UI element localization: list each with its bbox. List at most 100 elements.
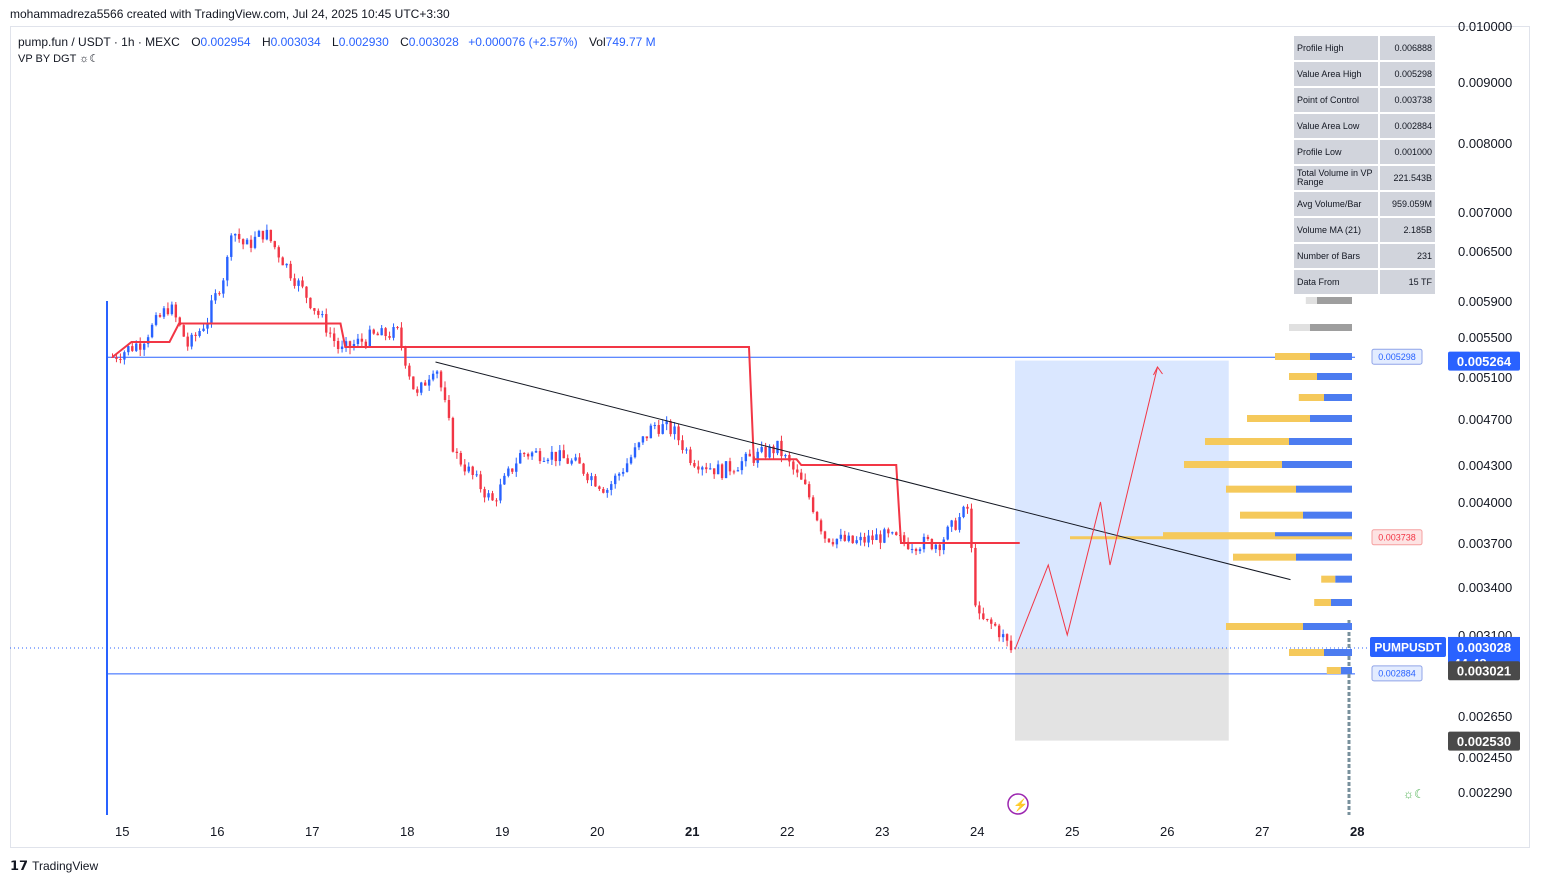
vp-bar-up (1282, 461, 1352, 468)
candle-body (471, 466, 474, 475)
candle-body (689, 449, 692, 464)
candle-body (554, 451, 558, 462)
projection-arrowhead (1153, 366, 1163, 376)
candle-body (289, 263, 292, 279)
y-tick-label: 0.005100 (1458, 370, 1512, 385)
stats-label: Number of Bars (1294, 244, 1378, 268)
candle-body (859, 536, 862, 541)
candle-body (800, 472, 803, 480)
candle-body (443, 387, 447, 400)
candle-body (629, 457, 633, 464)
stats-value: 2.185B (1380, 218, 1435, 242)
candle-body (558, 450, 561, 462)
candle-body (139, 343, 142, 350)
stats-label: Value Area High (1294, 62, 1378, 86)
candle-body (475, 474, 478, 476)
symbol-label: pump.fun / USDT · 1h · MEXC (18, 35, 180, 49)
level-3-badge-bg (1448, 731, 1520, 751)
candle-body (709, 468, 712, 470)
candle-body (186, 336, 189, 347)
current-price-badge: 0.003028 (1457, 640, 1511, 655)
vp-bar-down (1240, 511, 1303, 519)
candle-body (269, 229, 273, 242)
x-tick-label: 18 (400, 824, 414, 839)
candle-body (344, 341, 348, 347)
candle-body (206, 322, 209, 329)
candle-body (400, 327, 403, 347)
stats-label: Profile Low (1294, 140, 1378, 164)
level-1-badge-bg (1448, 351, 1520, 371)
candle-body (748, 453, 751, 457)
candle-body (483, 489, 486, 498)
vp-bar-down (1226, 623, 1303, 630)
candle-body (871, 535, 874, 541)
candle-body (376, 333, 379, 336)
candle-body (408, 365, 411, 377)
candles-layer (111, 224, 1013, 653)
symbol-badge-bg (1370, 636, 1446, 657)
chart-frame[interactable] (10, 26, 1530, 848)
candle-body (625, 463, 629, 472)
stats-label: Volume MA (21) (1294, 218, 1378, 242)
y-tick-label: 0.002450 (1458, 750, 1512, 765)
candle-body (906, 541, 910, 549)
candle-body (285, 263, 288, 266)
candle-body (182, 325, 185, 337)
candle-body (792, 461, 795, 470)
candle-body (574, 457, 577, 461)
candle-body (772, 446, 775, 454)
vp-bar-up (1303, 623, 1352, 630)
y-tick-label: 0.002650 (1458, 709, 1512, 724)
legend: pump.fun / USDT · 1h · MEXC O0.002954 H0… (18, 35, 656, 49)
candle-body (835, 538, 839, 545)
take-profit-zone (1015, 360, 1229, 648)
vp-bar-up (1331, 599, 1352, 606)
vp-bar-down (1314, 599, 1331, 606)
candle-body (439, 371, 443, 388)
vp-bar-down (1226, 485, 1296, 493)
indicator-label[interactable]: VP BY DGT ☼☾ (18, 53, 100, 65)
candle-body (839, 534, 843, 539)
candle-body (843, 534, 846, 541)
candle-body (875, 534, 878, 541)
candle-body (166, 308, 170, 315)
y-tick-label: 0.005500 (1458, 330, 1512, 345)
candle-body (768, 446, 771, 458)
y-tick-label: 0.010000 (1458, 19, 1512, 34)
candle-body (867, 535, 870, 543)
candle-body (131, 346, 134, 351)
candle-body (1009, 640, 1013, 651)
candle-body (257, 230, 261, 237)
y-tick-label: 0.003400 (1458, 580, 1512, 595)
candle-body (241, 239, 245, 245)
candle-body (942, 539, 945, 551)
candle-body (966, 506, 969, 509)
candle-body (819, 520, 823, 532)
candle-body (954, 520, 957, 530)
close-label: C (400, 35, 409, 49)
high-value: 0.003034 (270, 35, 321, 49)
candle-body (590, 476, 593, 481)
candle-body (388, 336, 391, 338)
x-axis: 15 16 17 18 19 20 21 22 23 24 25 26 27 28 (115, 824, 1364, 839)
candle-body (970, 508, 973, 548)
candle-body (463, 464, 466, 472)
candle-body (261, 230, 265, 240)
candle-body (170, 304, 174, 315)
stats-row: Avg Volume/Bar 959.059M (1294, 192, 1435, 216)
stats-row: Volume MA (21) 2.185B (1294, 218, 1435, 242)
candle-body (910, 548, 914, 550)
candle-body (997, 625, 1001, 638)
footer[interactable]: 𝟭𝟳 TradingView (10, 858, 98, 874)
candle-body (716, 464, 720, 475)
stats-row: Total Volume in VP Range 221.543B (1294, 166, 1435, 190)
candle-body (617, 473, 621, 476)
candle-body (522, 453, 526, 455)
change-value: +0.000076 (+2.57%) (468, 35, 578, 49)
y-tick-label: 0.007000 (1458, 205, 1512, 220)
candle-body (1005, 634, 1009, 641)
candle-body (530, 452, 534, 457)
val-badge-bg (1371, 665, 1423, 682)
poc-step-line (111, 322, 1020, 544)
